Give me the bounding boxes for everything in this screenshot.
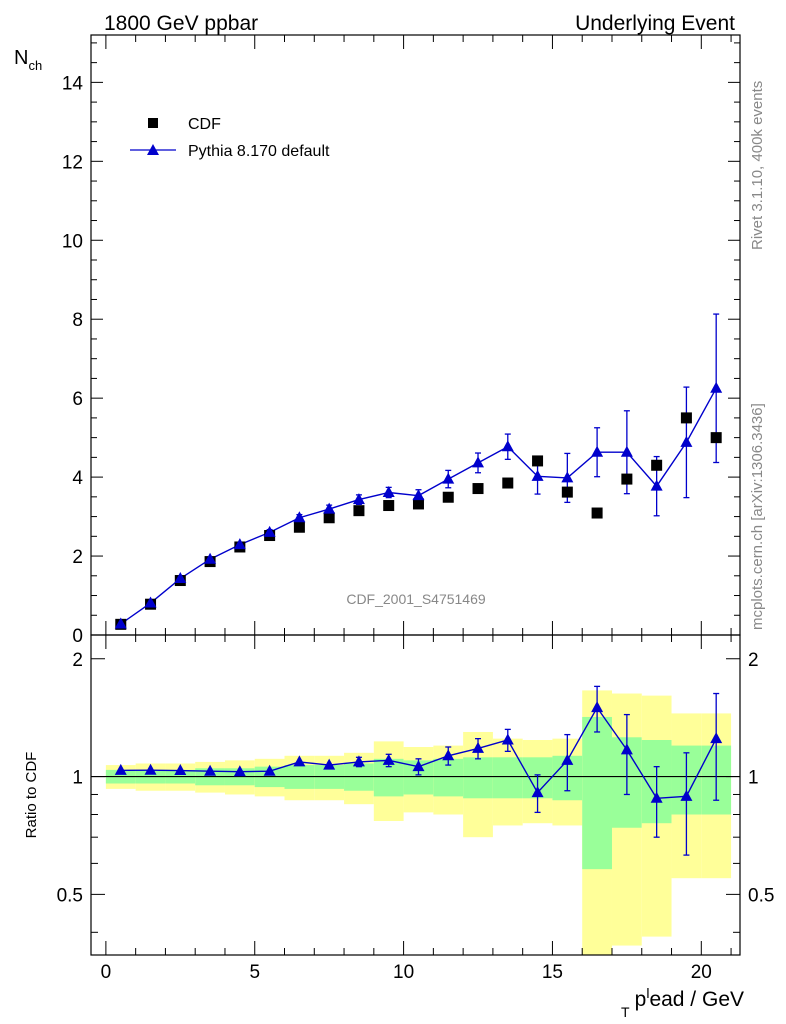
mcplots-label: mcplots.cern.ch [arXiv:1306.3436] [749,403,766,630]
pythia-point [561,471,574,483]
main-ytick-label: 2 [72,547,83,568]
cdf-point [532,455,544,467]
pythia-point [531,469,544,481]
cdf-point [502,477,514,489]
cdf-point [651,459,663,471]
pythia-point [263,525,276,537]
cdf-point [710,432,722,444]
pythia-point [412,489,425,501]
pythia-point [233,538,246,550]
ratio-ytick-label: 2 [72,650,83,671]
main-ytick-label: 12 [62,152,83,173]
pythia-point [323,502,336,514]
legend-label-cdf: CDF [188,116,221,133]
cdf-point [561,486,573,498]
ratio-ytick-label-right: 1 [748,768,759,789]
ratio-ytick-label-right: 2 [748,650,759,671]
ratio-ytick-label: 0.5 [57,885,83,906]
ratio-pythia-point [412,760,425,772]
cdf-point [383,500,395,512]
ratio-pythia-point [204,764,217,776]
ratio-xtick-label: 15 [542,962,563,983]
ratio-pythia-point [263,764,276,776]
main-panel: CDF_2001_S4751469 0 2 4 6 8 10 12 14 CDF Pythia… [14,34,741,647]
legend: CDF Pythia 8.170 default [130,116,330,160]
pythia-point [650,479,663,491]
pythia-point [352,493,365,505]
ratio-pythia-point [501,733,514,745]
pythia-point [174,572,187,584]
ratio-pythia-point [442,749,455,761]
ratio-ytick-label-right: 0.5 [748,885,774,906]
cdf-point [293,521,305,533]
cdf-point [442,491,454,503]
cdf-point [621,473,633,485]
ratio-xlabel: plead / GeV [635,985,744,1011]
ratio-pythia-point [620,743,633,755]
pythia-point [472,456,485,468]
ratio-ylabel: Ratio to CDF [23,752,40,839]
cdf-point [680,412,692,424]
ratio-xtick-label: 10 [393,962,414,983]
ratio-pythia-point [710,732,723,744]
pythia-point [293,511,306,523]
pythia-point [382,486,395,497]
ratio-pythia-point [382,753,395,765]
cdf-point [353,505,365,517]
band-1sigma [463,757,493,799]
main-ytick-label: 6 [72,389,83,410]
ratio-pythia-point [352,755,365,767]
pythia-point [144,596,157,608]
ratio-ytick-label: 1 [72,768,83,789]
cdf-point [591,507,603,519]
pythia-point [442,472,455,484]
main-ytick-label: 8 [72,310,83,331]
cdf-point [412,498,424,510]
ratio-pythia-point [680,789,693,801]
pythia-point [620,445,633,457]
ratio-panel: 0.5 0.51 12 20 5 10 15 20 Ratio to CDF plead / … [23,634,774,1020]
cdf-point [472,483,484,495]
ratio-pythia-point [650,791,663,803]
ratio-xtick-label: 20 [691,962,712,983]
ratio-pythia-point [323,758,336,770]
ratio-pythia-point [293,755,306,767]
pythia-point [114,617,127,629]
ratio-pythia-point [174,764,187,776]
ratio-pythia-point [591,701,604,713]
main-ytick-label: 10 [62,231,83,252]
ratio-pythia-point [233,765,246,777]
main-ytick-label: 14 [62,73,84,94]
plot-title-left: 1800 GeV ppbar [104,12,258,35]
legend-label-pythia: Pythia 8.170 default [188,143,330,160]
pythia-point [710,381,723,393]
cdf-point [323,512,335,524]
analysis-label: CDF_2001_S4751469 [346,591,486,607]
pythia-point [591,445,604,457]
ratio-xtick-label: 5 [249,962,260,983]
pythia-point [680,435,693,447]
main-ytick-label: 4 [72,468,83,489]
band-1sigma [492,757,523,799]
plot-title-right: Underlying Event [575,12,735,35]
ratio-pythia-point [144,763,157,775]
ratio-frame [90,634,741,956]
legend-marker-pythia [147,144,159,155]
main-ytick-label: 0 [72,626,83,647]
ratio-pythia-point [472,741,485,753]
ratio-pythia-point [114,763,127,775]
pythia-point [204,552,217,564]
pythia-point [501,440,514,452]
ratio-xlabel-subscript: T [621,1004,630,1020]
ratio-xtick-label: 0 [101,962,112,983]
legend-marker-cdf [148,118,158,128]
rivet-version-label: Rivet 3.1.10, 400k events [749,81,766,250]
ratio-pythia-point [531,786,544,798]
band-1sigma [582,716,612,870]
ratio-pythia-point [561,753,574,765]
main-ylabel: Nch [14,47,42,73]
